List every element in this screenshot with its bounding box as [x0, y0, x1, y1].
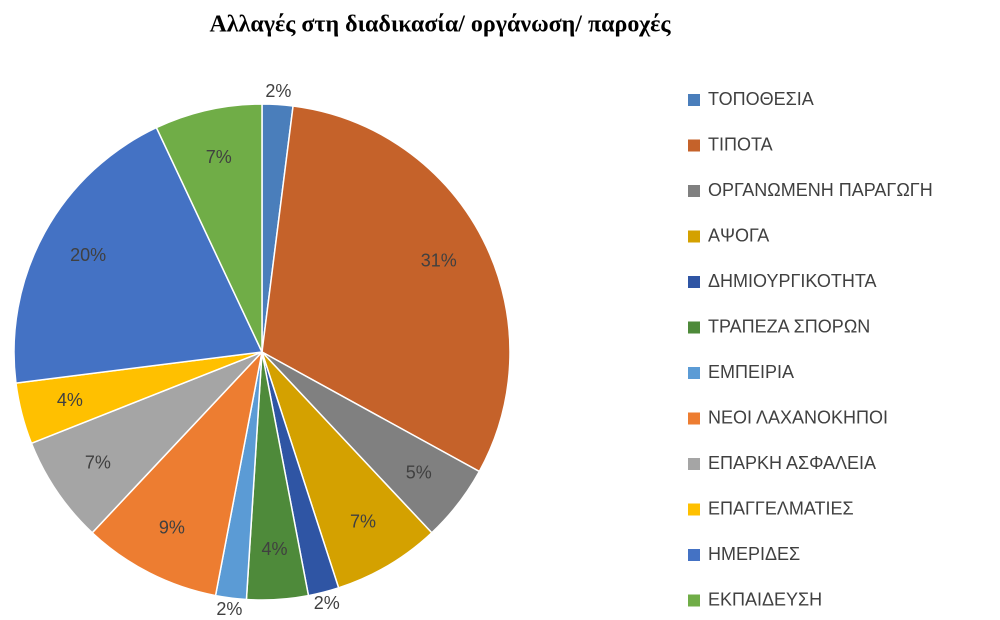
data-label: 20%	[70, 245, 106, 265]
pie-slice	[13, 126, 264, 384]
data-label: 7%	[85, 452, 111, 472]
data-label: 5%	[406, 462, 432, 482]
legend-label: ΤΙΠΟΤΑ	[708, 134, 773, 154]
legend-swatch	[688, 139, 700, 152]
pie-slice	[261, 351, 433, 589]
pie-slice	[155, 103, 263, 353]
legend-swatch	[688, 185, 700, 197]
chart-title: Αλλαγές στη διαδικασία/ οργάνωση/ παροχέ…	[209, 12, 671, 38]
legend-label: ΕΠΑΡΚΗ ΑΣΦΑΛΕΙΑ	[708, 453, 876, 473]
legend-swatch	[688, 276, 700, 288]
legend-label: ΤΡΑΠΕΖΑ ΣΠΟΡΩΝ	[708, 316, 870, 336]
data-label: 31%	[421, 251, 457, 271]
legend-label: ΕΜΠΕΙΡΙΑ	[708, 362, 794, 382]
data-label: 2%	[314, 593, 340, 613]
data-label: 4%	[57, 390, 83, 410]
data-label: 9%	[159, 518, 185, 538]
legend-swatch	[688, 230, 700, 243]
data-label: 7%	[350, 512, 376, 532]
legend-label: ΕΠΑΓΓΕΛΜΑΤΙΕΣ	[708, 498, 854, 518]
legend-label: ΗΜΕΡΙΔΕΣ	[708, 544, 800, 564]
legend-label: ΕΚΠΑΙΔΕΥΣΗ	[708, 589, 822, 609]
legend-swatch	[688, 321, 700, 334]
pie-slice	[91, 349, 264, 597]
legend-swatch	[688, 594, 700, 607]
legend-swatch	[688, 503, 700, 516]
legend-label: ΤΟΠΟΘΕΣΙΑ	[708, 89, 814, 109]
legend-swatch	[688, 412, 700, 425]
legend-swatch	[688, 367, 700, 379]
legend-swatch	[688, 94, 700, 106]
legend-swatch	[688, 549, 700, 561]
legend-label: ΑΨΟΓΑ	[708, 225, 769, 245]
data-label: 2%	[265, 81, 291, 101]
data-label: 4%	[261, 539, 287, 559]
data-label: 2%	[216, 599, 242, 619]
pie-slice	[30, 351, 263, 534]
legend-label: ΟΡΓΑΝΩΜΕΝΗ ΠΑΡΑΓΩΓΗ	[708, 180, 933, 200]
data-label: 7%	[206, 147, 232, 167]
pie-slice	[261, 105, 511, 473]
legend-label: ΔΗΜΙΟΥΡΓΙΚΟΤΗΤΑ	[708, 271, 876, 291]
legend-swatch	[688, 458, 700, 470]
legend-label: ΝΕΟΙ ΛΑΧΑΝΟΚΗΠΟΙ	[708, 407, 888, 427]
